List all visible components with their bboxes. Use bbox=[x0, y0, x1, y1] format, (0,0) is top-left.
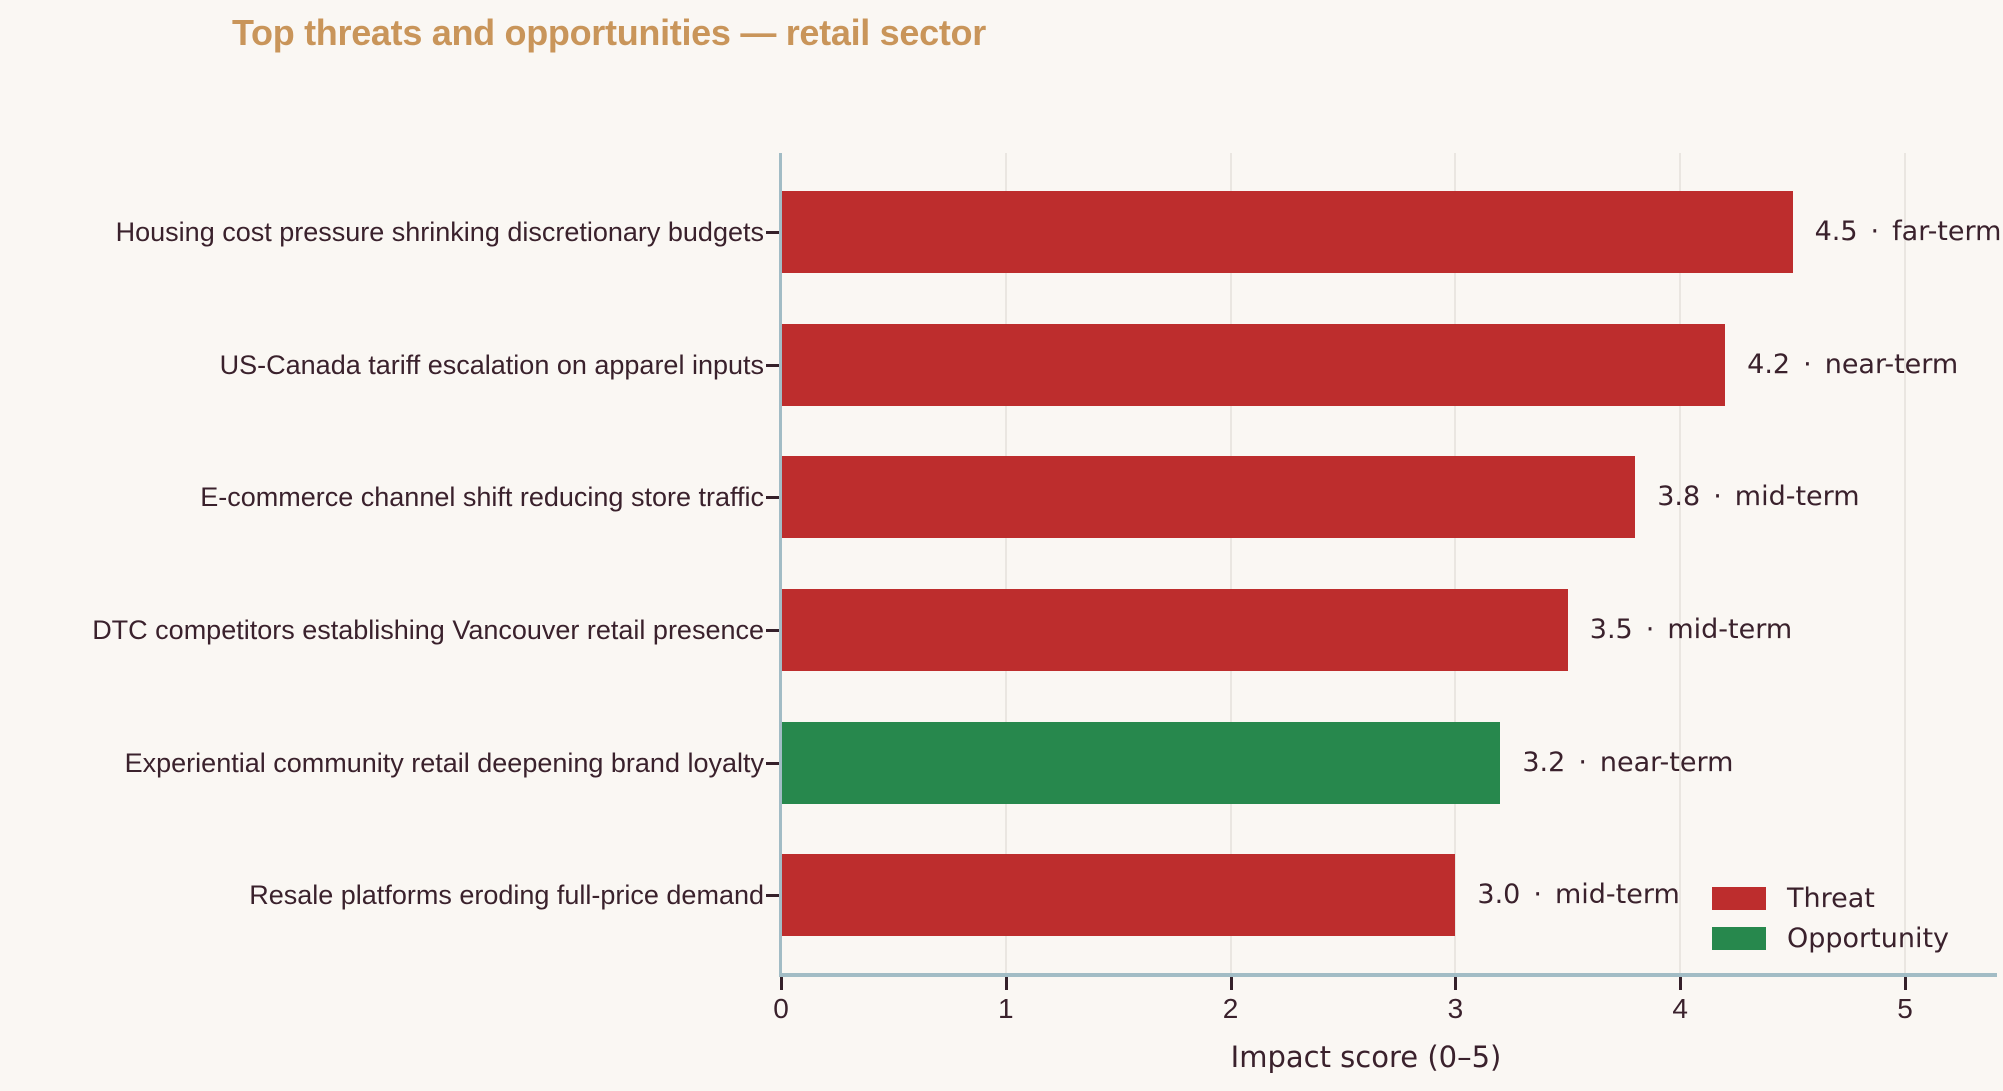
y-tick-mark bbox=[766, 496, 779, 500]
gridline-x-5 bbox=[1904, 153, 1906, 975]
value-separator: · bbox=[1533, 879, 1542, 911]
x-tick-label: 5 bbox=[1897, 993, 1913, 1024]
x-tick-label: 2 bbox=[1222, 993, 1239, 1024]
bar-threat bbox=[781, 588, 1568, 671]
legend-item-opportunity: Opportunity bbox=[1712, 924, 1949, 953]
x-tick-label: 1 bbox=[998, 993, 1014, 1024]
value-separator: · bbox=[1803, 348, 1812, 380]
y-axis-spine bbox=[779, 153, 782, 975]
category-label: Housing cost pressure shrinking discreti… bbox=[115, 217, 764, 247]
y-tick-mark bbox=[766, 761, 779, 765]
value-label: 3.8 · mid-term bbox=[1657, 479, 1859, 515]
x-tick-mark bbox=[1229, 977, 1233, 990]
value-term: far-term bbox=[1892, 216, 2002, 247]
y-tick-mark bbox=[766, 231, 779, 234]
value-separator: · bbox=[1578, 746, 1587, 778]
legend-label-opportunity: Opportunity bbox=[1787, 923, 1950, 954]
threat-color-swatch bbox=[1712, 887, 1766, 910]
bar-threat bbox=[781, 854, 1456, 937]
gridline-x-1 bbox=[1004, 153, 1007, 975]
x-axis-title: Impact score (0–5) bbox=[1230, 1040, 1502, 1074]
value-label: 4.2 · near-term bbox=[1747, 347, 1958, 383]
bar-threat bbox=[781, 456, 1636, 539]
x-tick-mark bbox=[780, 977, 783, 990]
legend-item-threat: Threat bbox=[1712, 884, 1949, 913]
value-term: near-term bbox=[1824, 348, 1959, 380]
chart-title: Top threats and opportunities — retail s… bbox=[232, 12, 986, 53]
value-number: 3.5 bbox=[1589, 613, 1633, 645]
x-tick-label: 4 bbox=[1672, 993, 1688, 1024]
x-tick-mark bbox=[1454, 977, 1458, 990]
value-number: 3.0 bbox=[1477, 879, 1521, 911]
legend-label-threat: Threat bbox=[1787, 883, 1875, 914]
y-tick-mark bbox=[766, 628, 779, 632]
y-tick-mark bbox=[766, 894, 779, 898]
x-tick-label: 0 bbox=[773, 993, 789, 1024]
category-label: DTC competitors establishing Vancouver r… bbox=[92, 614, 764, 645]
value-number: 4.2 bbox=[1747, 348, 1791, 380]
value-separator: · bbox=[1713, 481, 1722, 513]
gridline-x-2 bbox=[1229, 153, 1232, 975]
value-number: 3.8 bbox=[1657, 481, 1701, 513]
value-separator: · bbox=[1870, 216, 1880, 247]
value-term: mid-term bbox=[1667, 613, 1793, 645]
bar-threat bbox=[781, 191, 1793, 273]
category-label: US-Canada tariff escalation on apparel i… bbox=[219, 349, 764, 380]
gridline-x-3 bbox=[1454, 153, 1457, 975]
opportunity-color-swatch bbox=[1712, 927, 1766, 950]
value-label: 4.5 · far-term bbox=[1815, 214, 2002, 250]
value-term: mid-term bbox=[1554, 879, 1680, 911]
value-label: 3.2 · near-term bbox=[1522, 745, 1733, 781]
legend: Threat Opportunity bbox=[1712, 884, 1949, 953]
category-label: E-commerce channel shift reducing store … bbox=[200, 482, 764, 513]
value-separator: · bbox=[1645, 613, 1655, 645]
value-number: 3.2 bbox=[1522, 746, 1566, 778]
category-label: Resale platforms eroding full-price dema… bbox=[249, 880, 764, 911]
bar-threat bbox=[781, 323, 1726, 406]
value-label: 3.0 · mid-term bbox=[1477, 877, 1679, 913]
category-label: Experiential community retail deepening … bbox=[124, 747, 764, 778]
value-number: 4.5 bbox=[1814, 216, 1858, 247]
x-axis-line bbox=[779, 973, 1997, 977]
gridline-x-4 bbox=[1679, 153, 1682, 975]
y-tick-mark bbox=[766, 363, 779, 367]
value-label: 3.5 · mid-term bbox=[1590, 612, 1792, 648]
x-tick-mark bbox=[1679, 977, 1683, 990]
x-tick-mark bbox=[1904, 977, 1907, 990]
x-tick-label: 3 bbox=[1447, 993, 1464, 1024]
value-term: near-term bbox=[1599, 746, 1734, 778]
plot-area: 4.5 · far-term 4.2 · near-term 3.8 · mid-term 3.5… bbox=[781, 153, 2001, 975]
bar-opportunity bbox=[781, 721, 1501, 804]
x-tick-mark bbox=[1004, 977, 1008, 990]
value-term: mid-term bbox=[1734, 481, 1860, 513]
